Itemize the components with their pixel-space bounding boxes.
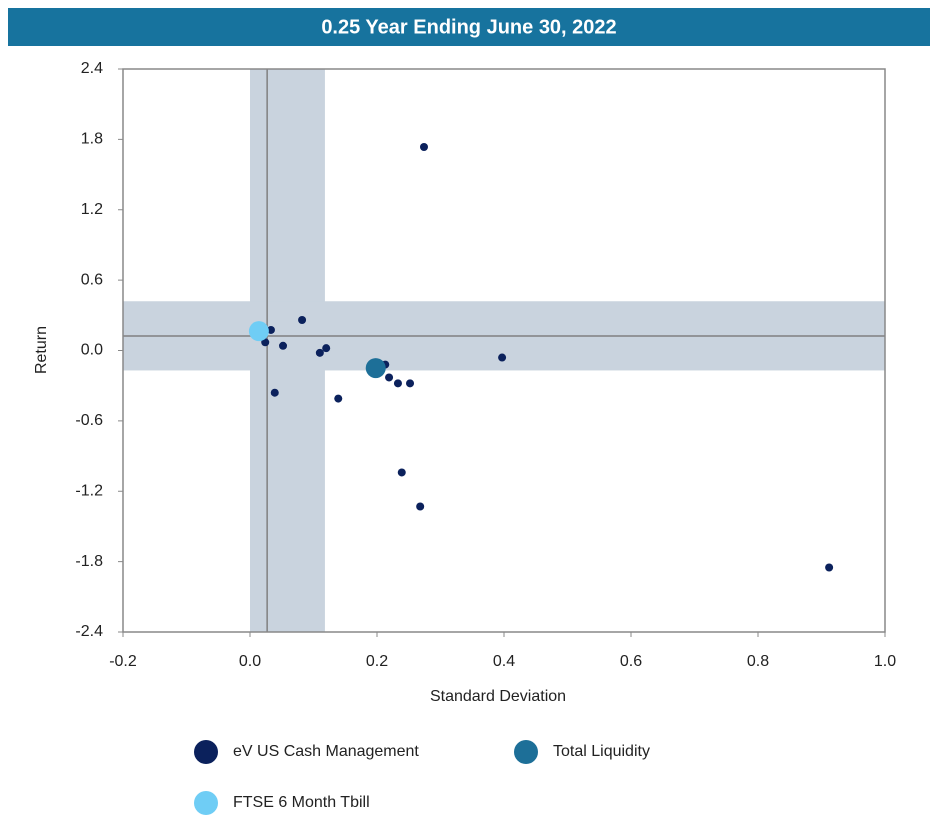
x-tick-label: 1.0 — [874, 653, 896, 670]
y-tick-label: 1.8 — [81, 131, 103, 148]
point — [365, 358, 386, 379]
y-tick-label: 1.2 — [81, 201, 103, 218]
point — [419, 142, 428, 151]
x-tick-label: 0.2 — [366, 653, 388, 670]
point — [393, 379, 402, 388]
point — [397, 468, 406, 477]
point — [279, 341, 288, 350]
x-tick-label: 0.4 — [493, 653, 515, 670]
point — [416, 502, 425, 511]
point — [315, 348, 324, 357]
point — [266, 325, 275, 334]
point — [322, 344, 331, 353]
legend-label: FTSE 6 Month Tbill — [233, 794, 370, 811]
point — [334, 394, 343, 403]
point — [385, 373, 394, 382]
y-tick-label: -0.6 — [75, 412, 103, 429]
y-tick-label: -2.4 — [75, 623, 103, 640]
title-bar — [8, 8, 930, 46]
x-tick-label: 0.0 — [239, 653, 261, 670]
legend-label: eV US Cash Management — [233, 743, 419, 760]
legend-marker — [514, 740, 538, 764]
point — [298, 316, 307, 325]
point — [270, 388, 279, 397]
point — [248, 321, 269, 342]
x-tick-label: -0.2 — [109, 653, 137, 670]
point — [261, 338, 270, 347]
point — [825, 563, 834, 572]
legend-label: Total Liquidity — [553, 743, 650, 760]
y-tick-label: -1.2 — [75, 482, 103, 499]
x-tick-label: 0.8 — [747, 653, 769, 670]
legend-marker — [194, 791, 218, 815]
y-tick-label: 2.4 — [81, 60, 103, 77]
point — [406, 379, 415, 388]
point — [498, 353, 507, 362]
chart-title: 0.25 Year Ending June 30, 2022 — [321, 16, 616, 38]
legend-marker — [194, 740, 218, 764]
y-axis-label: Return — [33, 326, 50, 374]
x-tick-label: 0.6 — [620, 653, 642, 670]
x-axis-label: Standard Deviation — [430, 688, 566, 705]
y-tick-label: 0.6 — [81, 271, 103, 288]
y-tick-label: 0.0 — [81, 342, 103, 359]
y-tick-label: -1.8 — [75, 553, 103, 570]
